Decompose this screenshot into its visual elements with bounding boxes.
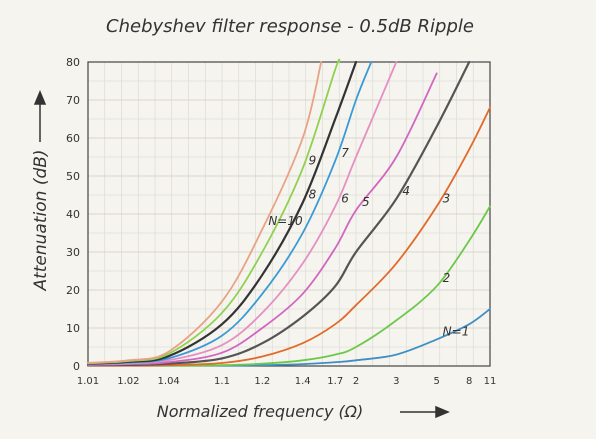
y-tick-label: 0 (73, 360, 80, 373)
y-tick-label: 50 (66, 170, 80, 183)
x-tick-label: 1.4 (295, 376, 311, 387)
x-tick-label: 5 (433, 376, 439, 387)
series-line (87, 61, 323, 364)
series-label: N=1 (443, 324, 470, 338)
x-tick-label: 1.02 (117, 376, 139, 387)
chart-title: Chebyshev filter response - 0.5dB Ripple (106, 16, 474, 37)
y-axis-label: Attenuation (dB) (31, 149, 51, 291)
chart-grid (88, 61, 490, 367)
y-axis-arrow (33, 90, 47, 142)
series-line (87, 72, 438, 366)
y-tick-label: 20 (66, 284, 80, 297)
series-line (86, 60, 471, 367)
x-tick-label: 8 (466, 376, 472, 387)
series-line (87, 58, 341, 365)
series-label: 9 (309, 153, 317, 167)
x-tick-label: 2 (353, 376, 359, 387)
series-labels-layer: N=1 2 3 4 56 7 8 9 N=10 (268, 146, 469, 339)
x-tick-label: 1.04 (158, 376, 180, 387)
x-tick-labels: 1.01 1.02 1.04 1.1 1.2 1.4 1.7 2 3 5 8 11 (77, 376, 497, 387)
y-tick-label: 60 (66, 132, 80, 145)
x-tick-label: 3 (393, 376, 399, 387)
x-tick-label: 1.2 (254, 376, 270, 387)
series-label: 7 (341, 146, 349, 160)
y-tick-label: 80 (66, 56, 80, 69)
series-label: 5 (362, 195, 370, 209)
series-label: 3 (443, 191, 451, 205)
plot-frame (87, 61, 491, 367)
series-label: 2 (443, 271, 451, 285)
y-tick-label: 10 (66, 322, 80, 335)
series-line (87, 61, 373, 365)
x-axis-label: Normalized frequency (Ω) (157, 402, 364, 421)
y-tick-labels: 0 10 20 30 40 50 60 70 80 (66, 56, 80, 373)
x-tick-label: 1.01 (77, 376, 99, 387)
series-label: 8 (309, 188, 317, 202)
y-tick-label: 70 (66, 94, 80, 107)
y-tick-label: 30 (66, 246, 80, 259)
series-label: 6 (341, 191, 349, 205)
x-axis-arrow (400, 405, 450, 419)
x-tick-label: 1.1 (214, 376, 230, 387)
x-tick-label: 11 (484, 376, 497, 387)
series-label: N=10 (268, 214, 303, 228)
series-line (87, 106, 491, 367)
series-layer (86, 58, 491, 367)
x-tick-label: 1.7 (327, 376, 343, 387)
y-tick-label: 40 (66, 208, 80, 221)
series-label: 4 (402, 184, 410, 198)
